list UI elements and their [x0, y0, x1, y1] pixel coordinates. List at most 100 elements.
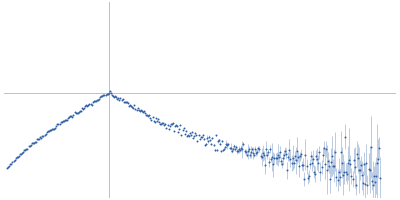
Point — [260, 152, 266, 155]
Point — [26, 144, 33, 148]
Point — [267, 148, 273, 151]
Point — [86, 102, 93, 105]
Point — [341, 171, 347, 174]
Point — [231, 145, 237, 148]
Point — [250, 152, 256, 155]
Point — [253, 151, 260, 154]
Point — [118, 98, 125, 102]
Point — [51, 127, 57, 130]
Point — [237, 149, 244, 152]
Point — [113, 95, 120, 98]
Point — [193, 133, 200, 136]
Point — [98, 94, 104, 97]
Point — [345, 161, 352, 165]
Point — [21, 149, 28, 152]
Point — [28, 142, 35, 145]
Point — [333, 176, 340, 179]
Point — [189, 130, 195, 134]
Point — [269, 155, 276, 159]
Point — [182, 132, 188, 135]
Point — [304, 177, 311, 180]
Point — [165, 128, 172, 131]
Point — [54, 122, 60, 125]
Point — [145, 115, 152, 118]
Point — [122, 101, 128, 104]
Point — [80, 107, 86, 110]
Point — [352, 166, 358, 169]
Point — [332, 150, 339, 153]
Point — [84, 104, 90, 107]
Point — [136, 108, 142, 111]
Point — [81, 106, 87, 109]
Point — [212, 134, 219, 137]
Point — [242, 150, 249, 153]
Point — [35, 138, 41, 141]
Point — [42, 133, 49, 136]
Point — [4, 166, 10, 170]
Point — [131, 103, 138, 106]
Point — [366, 168, 373, 171]
Point — [44, 130, 50, 133]
Point — [106, 90, 113, 93]
Point — [230, 147, 236, 150]
Point — [240, 142, 247, 146]
Point — [192, 131, 198, 135]
Point — [101, 93, 108, 96]
Point — [204, 136, 210, 139]
Point — [294, 149, 300, 152]
Point — [222, 145, 228, 148]
Point — [206, 135, 212, 138]
Point — [5, 166, 12, 169]
Point — [172, 124, 178, 128]
Point — [102, 93, 109, 96]
Point — [322, 162, 328, 165]
Point — [67, 114, 74, 117]
Point — [134, 107, 141, 110]
Point — [260, 154, 267, 157]
Point — [256, 147, 263, 150]
Point — [306, 174, 312, 178]
Point — [138, 108, 144, 111]
Point — [347, 162, 354, 166]
Point — [298, 153, 304, 156]
Point — [152, 121, 158, 124]
Point — [350, 159, 357, 162]
Point — [53, 124, 60, 127]
Point — [232, 148, 238, 151]
Point — [364, 183, 371, 186]
Point — [25, 145, 32, 148]
Point — [346, 158, 352, 161]
Point — [362, 183, 368, 186]
Point — [162, 123, 168, 126]
Point — [55, 123, 62, 126]
Point — [94, 98, 100, 102]
Point — [24, 147, 31, 150]
Point — [129, 105, 136, 109]
Point — [372, 180, 378, 184]
Point — [180, 127, 187, 130]
Point — [97, 95, 103, 98]
Point — [109, 93, 115, 97]
Point — [302, 153, 309, 156]
Point — [159, 122, 165, 125]
Point — [343, 171, 349, 174]
Point — [195, 133, 202, 137]
Point — [359, 174, 365, 177]
Point — [308, 155, 314, 158]
Point — [318, 166, 325, 169]
Point — [247, 153, 253, 156]
Point — [198, 135, 204, 138]
Point — [60, 120, 66, 123]
Point — [116, 98, 123, 101]
Point — [226, 146, 233, 150]
Point — [268, 158, 274, 161]
Point — [32, 140, 38, 144]
Point — [147, 117, 154, 120]
Point — [280, 157, 286, 160]
Point — [324, 168, 330, 171]
Point — [63, 118, 69, 121]
Point — [234, 149, 240, 152]
Point — [248, 151, 254, 154]
Point — [214, 140, 221, 143]
Point — [365, 167, 372, 171]
